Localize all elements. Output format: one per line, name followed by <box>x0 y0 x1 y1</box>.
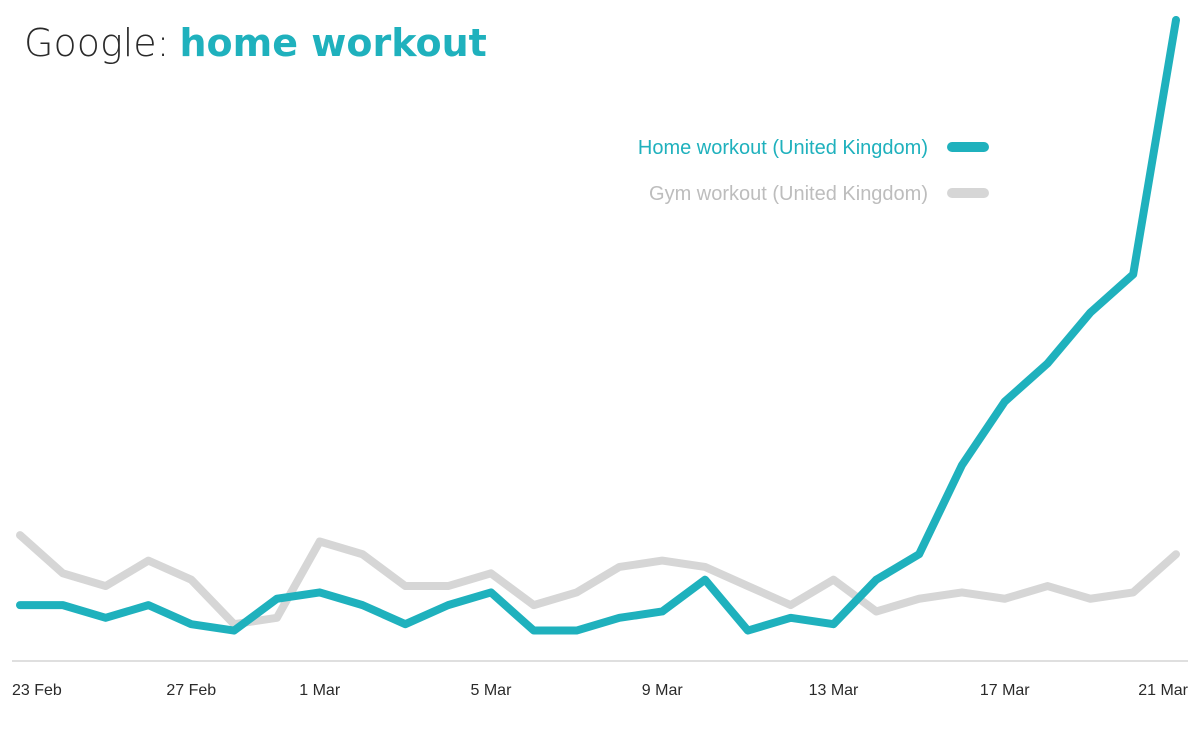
gym-series-point <box>187 576 195 584</box>
x-tick-labels: 23 Feb 27 Feb 1 Mar 5 Mar 9 Mar 13 Mar 17 Mar 2… <box>12 682 1189 699</box>
home-series-point <box>829 620 837 628</box>
home-series-point <box>444 601 452 609</box>
home-series-point <box>701 576 709 584</box>
home-series-point <box>401 620 409 628</box>
gym-series-point <box>872 607 880 615</box>
home-series-point <box>1086 309 1094 317</box>
home-series-point <box>359 601 367 609</box>
home-series-point <box>744 627 752 635</box>
gym-series-point <box>444 582 452 590</box>
home-series-point <box>872 576 880 584</box>
gym-series-point <box>958 588 966 596</box>
chart-title-query: home workout <box>179 21 487 65</box>
gym-series-line <box>16 531 1180 629</box>
gym-series-point <box>1172 550 1180 558</box>
gym-series-point <box>615 563 623 571</box>
home-series-layer <box>16 16 1180 635</box>
home-series-point <box>316 588 324 596</box>
home-series-point <box>102 614 110 622</box>
home-series-point <box>1001 398 1009 406</box>
x-tick-label: 23 Feb <box>12 682 62 699</box>
gym-series-point <box>701 563 709 571</box>
home-series-point <box>530 627 538 635</box>
gym-series-point <box>102 582 110 590</box>
gym-series-layer <box>16 531 1180 629</box>
legend: Home workout (United Kingdom) Gym workout… <box>638 137 989 205</box>
x-tick-label: 13 Mar <box>809 682 859 699</box>
x-tick-label: 5 Mar <box>471 682 513 699</box>
gym-series-point <box>1129 588 1137 596</box>
gym-series-point <box>401 582 409 590</box>
gym-series-point <box>829 576 837 584</box>
home-series-point <box>1044 359 1052 367</box>
gym-series-point <box>316 538 324 546</box>
gym-series-point <box>359 550 367 558</box>
gym-series-point <box>59 569 67 577</box>
gym-series-point <box>658 557 666 565</box>
gym-series-point <box>487 569 495 577</box>
home-series-point <box>615 614 623 622</box>
home-series-point <box>273 595 281 603</box>
x-tick-label: 17 Mar <box>980 682 1030 699</box>
home-series-point <box>144 601 152 609</box>
home-series-point <box>187 620 195 628</box>
gym-series-point <box>530 601 538 609</box>
home-series-point <box>1172 16 1180 24</box>
x-tick-label: 27 Feb <box>166 682 216 699</box>
gym-series-point <box>1001 595 1009 603</box>
home-series-point <box>487 588 495 596</box>
home-series-point <box>1129 270 1137 278</box>
x-tick-label: 9 Mar <box>642 682 684 699</box>
legend-label: Gym workout (United Kingdom) <box>649 183 928 205</box>
legend-label: Home workout (United Kingdom) <box>638 137 928 159</box>
home-series-point <box>958 461 966 469</box>
home-series-point <box>16 601 24 609</box>
home-series-point <box>59 601 67 609</box>
home-series-point <box>787 614 795 622</box>
gym-series-point <box>144 557 152 565</box>
chart-title-prefix: Google: <box>24 21 170 65</box>
chart-title: Google: home workout <box>24 18 487 68</box>
gym-series-point <box>1086 595 1094 603</box>
home-series-point <box>573 627 581 635</box>
home-series-point <box>230 627 238 635</box>
gym-series-point <box>787 601 795 609</box>
gym-series-point <box>915 595 923 603</box>
x-tick-label: 21 Mar <box>1138 682 1188 699</box>
gym-series-point <box>16 531 24 539</box>
gym-series-point <box>1044 582 1052 590</box>
home-series-point <box>658 607 666 615</box>
gym-series-point <box>744 582 752 590</box>
gym-series-point <box>273 614 281 622</box>
home-series-point <box>915 550 923 558</box>
gym-series-point <box>573 588 581 596</box>
x-tick-label: 1 Mar <box>299 682 341 699</box>
home-series-line <box>16 16 1180 635</box>
